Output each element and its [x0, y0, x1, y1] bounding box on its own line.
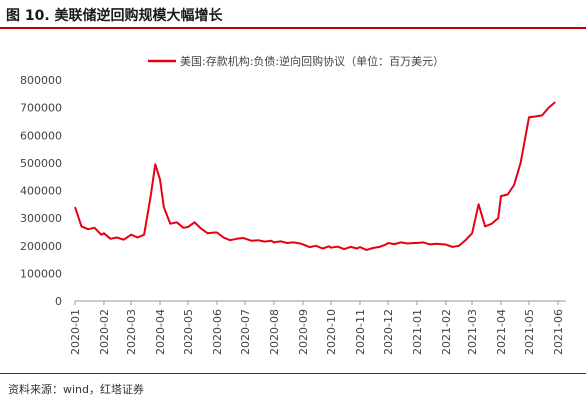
x-tick-label: 2020-06 [211, 309, 224, 355]
x-tick-label: 2020-11 [354, 309, 367, 355]
line-chart: 0 100000 200000 300000 400000 500000 600000 700… [20, 54, 566, 355]
x-tick-label: 2021-06 [552, 309, 565, 355]
x-tick-label: 2020-08 [268, 309, 281, 355]
y-tick-label: 0 [55, 295, 62, 308]
figure-title: 图 10. 美联储逆回购规模大幅增长 [6, 8, 223, 24]
x-tick-label: 2020-05 [182, 309, 195, 355]
series-line [74, 101, 556, 251]
x-tick-label: 2020-10 [325, 309, 338, 355]
x-tick-label: 2020-09 [297, 309, 310, 355]
x-tick-label: 2020-03 [125, 309, 138, 355]
y-tick-label: 100000 [20, 267, 62, 280]
y-tick-label: 600000 [20, 129, 62, 142]
y-tick-label: 700000 [20, 102, 62, 115]
title-rule [0, 27, 586, 29]
x-tick-label: 2021-01 [411, 309, 424, 355]
x-tick-label: 2021-03 [466, 309, 479, 355]
y-tick-label: 300000 [20, 212, 62, 225]
y-tick-label: 400000 [20, 185, 62, 198]
x-tick-label: 2020-02 [98, 309, 111, 355]
x-tick-label: 2020-01 [69, 309, 82, 355]
legend-label: 美国:存款机构:负债:逆向回购协议（单位：百万美元） [180, 54, 444, 68]
y-tick-label: 800000 [20, 74, 62, 87]
y-tick-label: 500000 [20, 157, 62, 170]
x-tick-label: 2021-04 [495, 309, 508, 355]
x-tick-label: 2020-04 [154, 309, 167, 355]
source-note: 资料来源：wind，红塔证券 [8, 383, 145, 396]
x-tick-label: 2020-12 [382, 309, 395, 355]
x-tick-label: 2020-07 [239, 309, 252, 355]
y-tick-label: 200000 [20, 240, 62, 253]
x-tick-label: 2021-02 [440, 309, 453, 355]
source-rule [0, 373, 586, 374]
x-tick-label: 2021-05 [523, 309, 536, 355]
